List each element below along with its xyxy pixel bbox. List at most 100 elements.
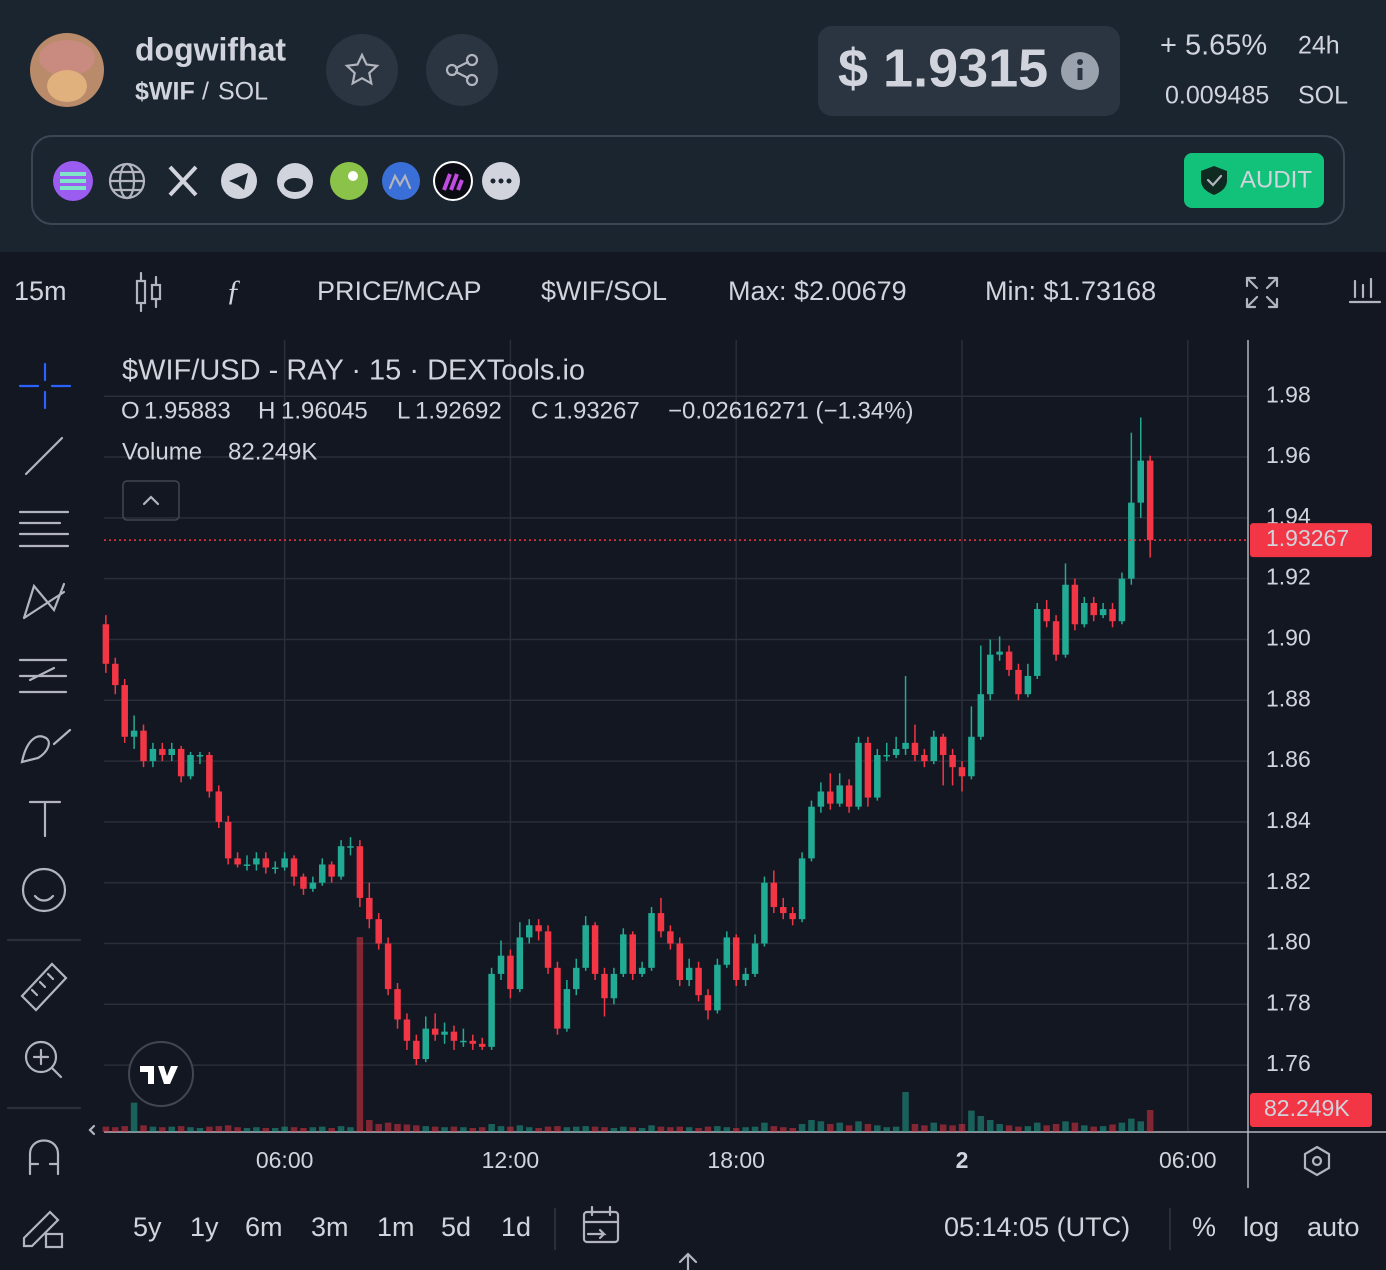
candle-body	[300, 876, 307, 889]
audit-button[interactable]	[1184, 153, 1324, 208]
drawing-tools	[6, 362, 82, 1249]
percent-toggle[interactable]: %	[1192, 1212, 1216, 1242]
line-tool[interactable]	[24, 436, 64, 476]
candle-body	[827, 791, 834, 804]
candle-body	[177, 748, 185, 777]
volume-bar	[1109, 1124, 1116, 1132]
range-button[interactable]: 1y	[190, 1212, 219, 1242]
log-toggle[interactable]: log	[1243, 1212, 1279, 1242]
volume-bar	[714, 1126, 721, 1132]
volume-value: 82.249K	[228, 438, 317, 465]
collapse-icon	[142, 495, 160, 506]
candle-body	[610, 973, 618, 999]
pattern-tool[interactable]	[22, 582, 66, 620]
text-tool[interactable]	[28, 800, 62, 838]
candle-body	[1118, 578, 1126, 622]
change-value: −0.02616271 (−1.34%)	[668, 397, 914, 424]
candle-body	[478, 1043, 486, 1047]
interval[interactable]: 15m	[14, 276, 67, 306]
candle-body	[789, 913, 796, 920]
pair-toggle[interactable]: $WIF/SOL	[541, 276, 667, 306]
header-bg	[0, 0, 1386, 252]
volume-bar	[1137, 1121, 1144, 1132]
volume-bar	[177, 1126, 185, 1132]
volume-bar	[516, 1125, 524, 1132]
pair-separator: /	[202, 78, 209, 106]
volume-bar	[347, 1127, 354, 1132]
zoom-tool[interactable]	[24, 1040, 58, 1074]
candle-body	[394, 989, 401, 1020]
last-price-label: 1.93267	[1266, 525, 1349, 551]
range-button[interactable]: 5d	[441, 1212, 471, 1242]
candle-body	[864, 742, 872, 798]
low-label: L	[397, 397, 410, 424]
collapse-legend[interactable]	[122, 480, 180, 521]
emoji-tool[interactable]	[21, 867, 67, 913]
projection-tool[interactable]	[18, 658, 68, 694]
volume-bar	[977, 1115, 985, 1132]
x-link[interactable]	[168, 165, 198, 197]
footer-separator	[554, 1208, 1171, 1250]
candle-body	[817, 791, 825, 807]
candle-body	[1005, 651, 1013, 670]
coingecko-link[interactable]	[330, 162, 368, 200]
y-tick-label: 1.80	[1266, 929, 1311, 955]
range-button[interactable]: 5y	[133, 1212, 162, 1242]
audit-label: AUDIT	[1240, 166, 1312, 193]
candle-body	[243, 864, 251, 866]
range-button[interactable]: 3m	[311, 1212, 349, 1242]
open-label: O	[121, 397, 140, 424]
candle-body	[215, 791, 223, 822]
ruler-tool[interactable]	[20, 962, 68, 1012]
favorite-button[interactable]	[326, 34, 398, 106]
candle-body	[375, 919, 382, 944]
open-value: 1.95883	[144, 397, 231, 424]
volume-bar	[761, 1122, 768, 1132]
volume-bar	[525, 1127, 533, 1132]
range-button[interactable]: 1d	[501, 1212, 531, 1242]
crosshair-tool[interactable]	[18, 362, 72, 410]
volume-bar	[704, 1126, 712, 1132]
share-button[interactable]	[426, 34, 498, 106]
volume-bar	[789, 1127, 796, 1132]
range-button[interactable]: 6m	[245, 1212, 283, 1242]
axis-settings[interactable]	[1303, 1145, 1331, 1177]
y-tick-label: 1.96	[1266, 442, 1311, 468]
volume-bar	[243, 1127, 251, 1132]
candle-type-icon[interactable]	[135, 271, 162, 313]
ohlc-legend: O 1.95883 H 1.96045 L 1.92692 C 1.93267 …	[121, 397, 914, 465]
date-range-icon[interactable]	[582, 1205, 620, 1244]
candle-body	[1090, 602, 1097, 616]
mcap-toggle[interactable]: /MCAP	[396, 276, 482, 306]
auto-toggle[interactable]: auto	[1307, 1212, 1360, 1242]
indicators-icon[interactable]: ƒ	[226, 274, 241, 307]
candle-body	[845, 785, 853, 807]
candle-body	[685, 967, 693, 980]
candle-body	[121, 685, 128, 737]
fib-tool[interactable]	[18, 510, 70, 548]
candle-body	[366, 897, 373, 920]
volume-bar	[817, 1121, 825, 1132]
scroll-left[interactable]	[88, 1124, 96, 1136]
axis-settings-dot	[1311, 1155, 1323, 1167]
volume-bar	[676, 1126, 684, 1132]
chart-settings-icon[interactable]	[1348, 277, 1382, 304]
volume-bar	[460, 1127, 467, 1132]
volume-bar	[535, 1127, 542, 1132]
candle-body	[921, 755, 928, 762]
volume-bar	[1146, 1110, 1154, 1132]
tool-separator	[6, 938, 82, 1110]
volume-bar	[328, 1127, 335, 1132]
other-icon	[442, 173, 464, 191]
min-price: Min: $1.73168	[985, 276, 1156, 306]
fullscreen-icon[interactable]	[1245, 276, 1279, 309]
range-button[interactable]: 1m	[377, 1212, 415, 1242]
candle-body	[356, 846, 364, 898]
magnet-tool[interactable]	[28, 1139, 60, 1176]
brush-tool[interactable]	[20, 728, 72, 764]
volume-bar	[751, 1126, 759, 1132]
price-toggle[interactable]: PRICE	[317, 276, 400, 306]
expand-panel[interactable]	[678, 1252, 698, 1270]
website-icon[interactable]	[108, 162, 146, 200]
candle-body	[224, 821, 232, 859]
